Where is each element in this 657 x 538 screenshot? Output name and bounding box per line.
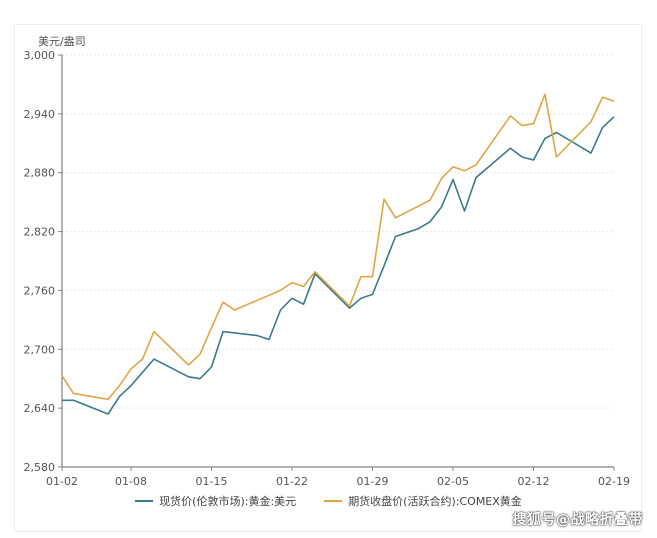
y-tick-label: 2,880 [24, 167, 56, 180]
legend-label-futures: 期货收盘价(活跃合约):COMEX黄金 [348, 495, 522, 508]
series-line-spot [62, 116, 615, 415]
legend-item-spot[interactable]: 现货价(伦敦市场):黄金:美元 [135, 493, 296, 509]
y-tick-label: 2,940 [24, 108, 56, 121]
legend-swatch-futures [324, 500, 343, 502]
x-tick-label: 01-08 [115, 475, 147, 488]
y-tick-label: 2,640 [24, 402, 56, 415]
x-tick-label: 01-02 [46, 475, 78, 488]
legend-swatch-spot [135, 500, 154, 502]
chart-frame [14, 24, 642, 532]
y-tick-label: 3,000 [24, 49, 56, 62]
y-tick-label: 2,760 [24, 284, 56, 297]
series-line-futures [61, 93, 615, 401]
x-tick-label: 01-29 [357, 475, 389, 488]
x-tick-label: 02-12 [518, 475, 550, 488]
x-tick-label: 02-05 [437, 475, 469, 488]
legend-item-futures[interactable]: 期货收盘价(活跃合约):COMEX黄金 [324, 493, 522, 509]
x-tick-label: 01-22 [276, 475, 308, 488]
y-tick-label: 2,580 [24, 461, 56, 474]
watermark: 搜狐号@战略折叠带 [512, 512, 643, 528]
x-tick-label: 02-19 [598, 475, 630, 488]
y-tick-label: 2,820 [24, 226, 56, 239]
series-lines [61, 93, 615, 415]
tick-labels: 3,000 2,940 2,880 2,820 2,760 2,700 2,640 2,580… [24, 49, 630, 488]
grid-lines [62, 54, 614, 468]
y-tick-label: 2,700 [24, 343, 56, 356]
y-axis-unit-label: 美元/盎司 [38, 35, 86, 48]
legend-label-spot: 现货价(伦敦市场):黄金:美元 [159, 495, 297, 508]
legend: 现货价(伦敦市场):黄金:美元 期货收盘价(活跃合约):COMEX黄金 [0, 493, 657, 509]
axes [58, 54, 615, 471]
x-tick-label: 01-15 [196, 475, 228, 488]
